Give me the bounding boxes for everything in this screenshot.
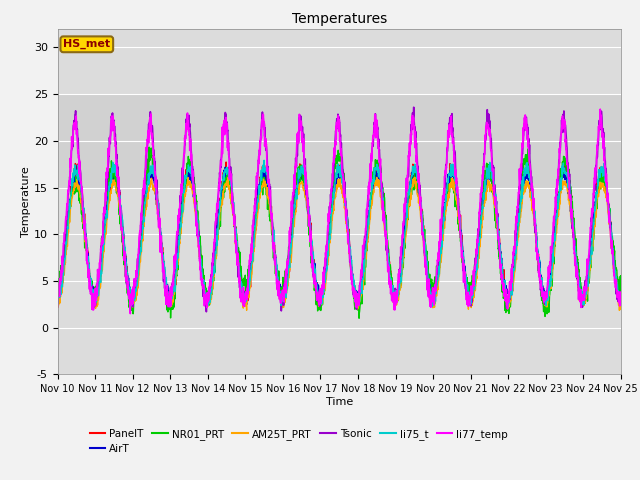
li77_temp [127, 311, 134, 316]
Tsonic [313, 288, 321, 293]
AM25T_PRT [616, 308, 623, 313]
Tsonic [617, 294, 625, 300]
Line: li77_temp: li77_temp [58, 109, 621, 313]
AirT [328, 206, 336, 212]
AirT [83, 241, 90, 247]
NR01_PRT [601, 184, 609, 190]
AM25T_PRT [313, 292, 321, 298]
Line: NR01_PRT: NR01_PRT [58, 147, 621, 318]
li77_temp [497, 276, 505, 281]
li75_t [617, 302, 625, 308]
PanelT [372, 158, 380, 164]
Tsonic [328, 189, 335, 194]
PanelT [54, 290, 61, 296]
AM25T_PRT [601, 184, 609, 190]
NR01_PRT [145, 144, 153, 150]
AM25T_PRT [54, 304, 61, 310]
AirT [313, 288, 321, 294]
NR01_PRT [355, 315, 363, 321]
Tsonic [202, 309, 210, 315]
li75_t [504, 304, 511, 310]
AirT [601, 175, 609, 180]
li75_t [601, 179, 609, 184]
Tsonic [83, 235, 90, 241]
PanelT [497, 261, 505, 267]
Tsonic [601, 155, 609, 161]
li77_temp [596, 106, 604, 112]
NR01_PRT [54, 279, 61, 285]
Line: PanelT: PanelT [58, 161, 621, 309]
Line: AirT: AirT [58, 166, 621, 305]
li75_t [83, 236, 90, 242]
AM25T_PRT [83, 246, 90, 252]
PanelT [543, 306, 550, 312]
Line: AM25T_PRT: AM25T_PRT [58, 177, 621, 311]
Title: Temperatures: Temperatures [292, 12, 387, 26]
li75_t [328, 205, 335, 211]
AM25T_PRT [328, 227, 335, 232]
AM25T_PRT [497, 271, 505, 276]
PanelT [83, 236, 90, 242]
li75_t [601, 168, 609, 173]
PanelT [313, 284, 321, 290]
Y-axis label: Temperature: Temperature [21, 166, 31, 237]
Text: HS_met: HS_met [63, 39, 110, 49]
li77_temp [601, 165, 609, 171]
AirT [601, 179, 609, 184]
Tsonic [410, 104, 417, 110]
li75_t [497, 261, 505, 266]
li77_temp [617, 295, 625, 301]
li77_temp [328, 180, 335, 186]
NR01_PRT [328, 206, 335, 212]
AM25T_PRT [411, 174, 419, 180]
PanelT [617, 298, 625, 303]
Line: li75_t: li75_t [58, 160, 621, 307]
Bar [58, 94, 621, 188]
AirT [617, 288, 625, 293]
NR01_PRT [83, 248, 90, 254]
Line: Tsonic: Tsonic [58, 107, 621, 312]
Tsonic [498, 264, 506, 270]
AirT [498, 255, 506, 261]
li75_t [260, 157, 268, 163]
li77_temp [313, 298, 321, 303]
NR01_PRT [498, 276, 506, 281]
PanelT [328, 214, 335, 220]
AirT [243, 302, 250, 308]
Tsonic [54, 296, 61, 302]
li77_temp [83, 249, 90, 255]
Tsonic [601, 157, 609, 163]
PanelT [601, 176, 609, 182]
X-axis label: Time: Time [326, 397, 353, 407]
AM25T_PRT [617, 300, 625, 305]
NR01_PRT [313, 296, 321, 302]
li75_t [54, 297, 61, 302]
AirT [72, 163, 79, 168]
AM25T_PRT [600, 184, 608, 190]
PanelT [601, 172, 609, 178]
NR01_PRT [601, 189, 609, 195]
Legend: PanelT, AirT, NR01_PRT, AM25T_PRT, Tsonic, li75_t, li77_temp: PanelT, AirT, NR01_PRT, AM25T_PRT, Tsoni… [85, 424, 513, 458]
AirT [54, 292, 61, 298]
li77_temp [601, 165, 609, 170]
li75_t [313, 282, 321, 288]
NR01_PRT [617, 273, 625, 279]
li77_temp [54, 304, 61, 310]
